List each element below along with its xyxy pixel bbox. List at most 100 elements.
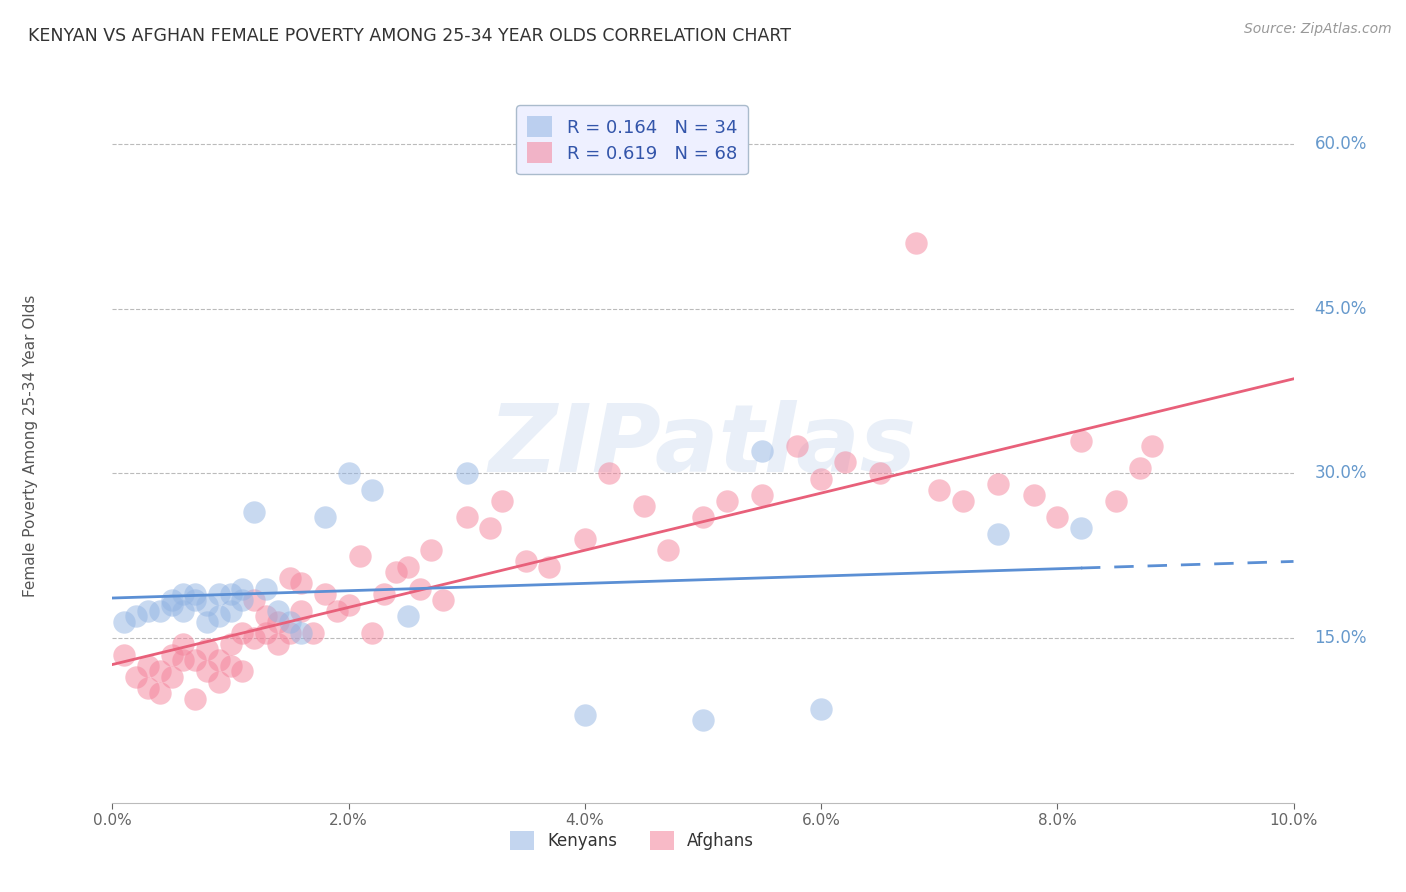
Point <box>243 631 266 645</box>
Point <box>208 587 231 601</box>
Point <box>456 510 478 524</box>
Point <box>869 467 891 481</box>
Point <box>396 609 419 624</box>
Point <box>420 543 443 558</box>
Point <box>834 455 856 469</box>
Point <box>1105 494 1128 508</box>
Point <box>149 664 172 678</box>
Point <box>810 472 832 486</box>
Point <box>786 439 808 453</box>
Point <box>349 549 371 563</box>
Point <box>231 582 253 596</box>
Point <box>125 669 148 683</box>
Point <box>987 526 1010 541</box>
Text: KENYAN VS AFGHAN FEMALE POVERTY AMONG 25-34 YEAR OLDS CORRELATION CHART: KENYAN VS AFGHAN FEMALE POVERTY AMONG 25… <box>28 27 792 45</box>
Point <box>657 543 679 558</box>
Point <box>515 554 537 568</box>
Point <box>160 669 183 683</box>
Point <box>136 658 159 673</box>
Point <box>219 604 242 618</box>
Point <box>337 598 360 612</box>
Point <box>184 592 207 607</box>
Point <box>136 681 159 695</box>
Text: 15.0%: 15.0% <box>1315 629 1367 647</box>
Point <box>928 483 950 497</box>
Point <box>172 653 194 667</box>
Point <box>160 598 183 612</box>
Point <box>491 494 513 508</box>
Point <box>254 609 277 624</box>
Point <box>208 653 231 667</box>
Point <box>314 510 336 524</box>
Point <box>184 587 207 601</box>
Point <box>219 658 242 673</box>
Point <box>373 587 395 601</box>
Point <box>810 702 832 716</box>
Point <box>149 604 172 618</box>
Point <box>692 714 714 728</box>
Point <box>751 444 773 458</box>
Point <box>385 566 408 580</box>
Point <box>195 615 218 629</box>
Text: 30.0%: 30.0% <box>1315 465 1367 483</box>
Point <box>243 592 266 607</box>
Point <box>326 604 349 618</box>
Point <box>1129 461 1152 475</box>
Point <box>254 625 277 640</box>
Point <box>1070 521 1092 535</box>
Text: Female Poverty Among 25-34 Year Olds: Female Poverty Among 25-34 Year Olds <box>24 295 38 597</box>
Point <box>1022 488 1045 502</box>
Point <box>278 571 301 585</box>
Point <box>479 521 502 535</box>
Point <box>160 648 183 662</box>
Text: Source: ZipAtlas.com: Source: ZipAtlas.com <box>1244 22 1392 37</box>
Point <box>574 533 596 547</box>
Point <box>278 615 301 629</box>
Point <box>290 604 312 618</box>
Point <box>1070 434 1092 448</box>
Point <box>231 625 253 640</box>
Point <box>208 609 231 624</box>
Point <box>692 510 714 524</box>
Point <box>290 625 312 640</box>
Point <box>125 609 148 624</box>
Point <box>361 483 384 497</box>
Text: 60.0%: 60.0% <box>1315 135 1367 153</box>
Point <box>149 686 172 700</box>
Point <box>290 576 312 591</box>
Point <box>396 559 419 574</box>
Point <box>904 235 927 250</box>
Point <box>302 625 325 640</box>
Point <box>219 587 242 601</box>
Point <box>267 604 290 618</box>
Point <box>538 559 561 574</box>
Point <box>314 587 336 601</box>
Point <box>751 488 773 502</box>
Point <box>432 592 454 607</box>
Text: ZIPatlas: ZIPatlas <box>489 400 917 492</box>
Point <box>952 494 974 508</box>
Point <box>987 477 1010 491</box>
Point <box>195 642 218 657</box>
Point <box>1140 439 1163 453</box>
Point <box>278 625 301 640</box>
Point <box>208 675 231 690</box>
Point <box>598 467 620 481</box>
Point <box>267 615 290 629</box>
Point <box>172 587 194 601</box>
Point <box>361 625 384 640</box>
Point <box>172 637 194 651</box>
Point <box>337 467 360 481</box>
Point <box>112 615 135 629</box>
Point <box>267 637 290 651</box>
Point <box>136 604 159 618</box>
Point <box>408 582 430 596</box>
Point <box>1046 510 1069 524</box>
Point <box>219 637 242 651</box>
Legend: Kenyans, Afghans: Kenyans, Afghans <box>502 822 762 859</box>
Point <box>160 592 183 607</box>
Point <box>195 598 218 612</box>
Point <box>716 494 738 508</box>
Point <box>254 582 277 596</box>
Point <box>184 691 207 706</box>
